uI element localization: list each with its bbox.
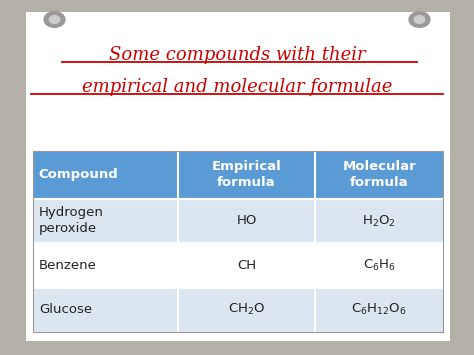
FancyBboxPatch shape [33,288,443,332]
Circle shape [49,16,60,23]
Text: HO: HO [237,214,256,228]
Text: Molecular
formula: Molecular formula [342,160,416,189]
Text: Some compounds with their: Some compounds with their [109,46,365,64]
FancyBboxPatch shape [26,12,450,341]
Text: Glucose: Glucose [39,303,92,316]
Text: empirical and molecular formulae: empirical and molecular formulae [82,78,392,96]
FancyBboxPatch shape [33,199,443,243]
FancyBboxPatch shape [33,243,443,288]
Text: $\mathregular{C_6H_6}$: $\mathregular{C_6H_6}$ [363,258,396,273]
Circle shape [409,12,430,27]
Text: Hydrogen
peroxide: Hydrogen peroxide [39,207,104,235]
Text: Compound: Compound [39,168,118,181]
Text: Benzene: Benzene [39,259,97,272]
Text: CH: CH [237,259,256,272]
Text: $\mathregular{CH_2O}$: $\mathregular{CH_2O}$ [228,302,265,317]
Circle shape [44,12,65,27]
Circle shape [414,16,425,23]
Text: $\mathregular{H_2O_2}$: $\mathregular{H_2O_2}$ [362,213,396,229]
Text: $\mathregular{C_6H_{12}O_6}$: $\mathregular{C_6H_{12}O_6}$ [351,302,407,317]
FancyBboxPatch shape [33,151,443,199]
Text: Empirical
formula: Empirical formula [211,160,282,189]
